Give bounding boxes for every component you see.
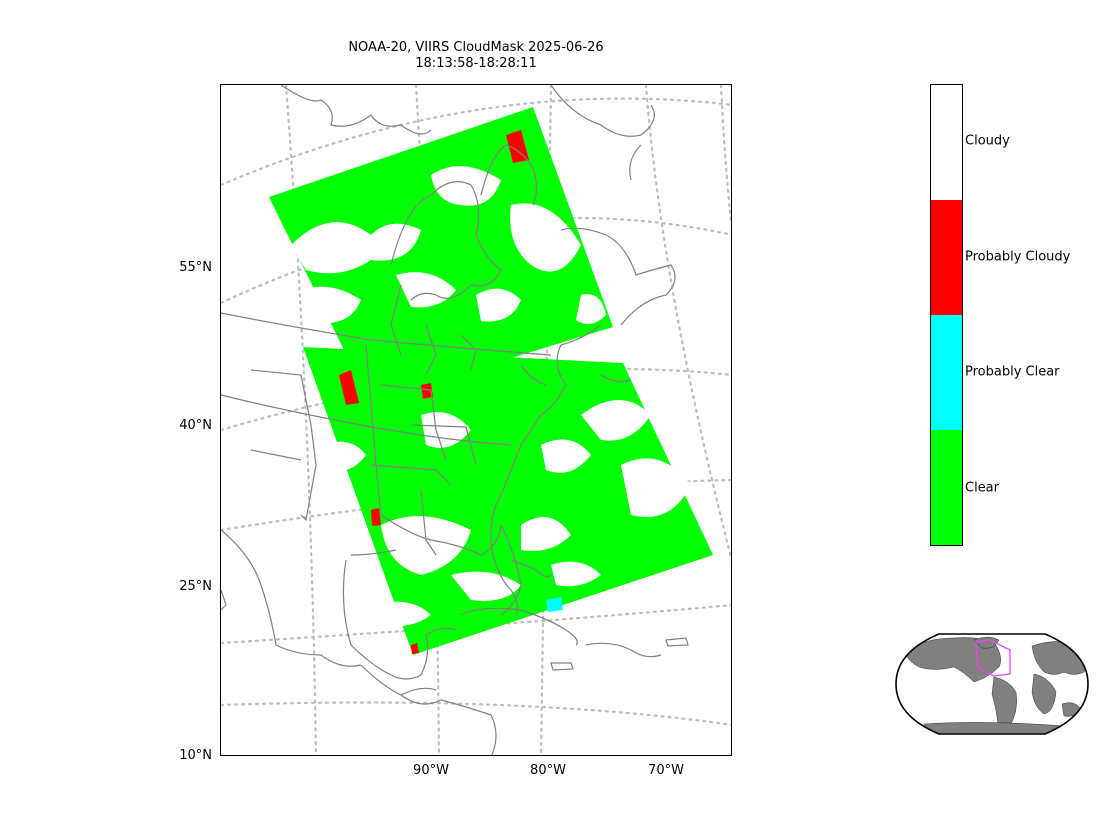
colorbar-segment-clear — [931, 430, 962, 545]
coastlines — [221, 85, 689, 755]
legend-label-cloudy: Cloudy — [965, 133, 1010, 149]
colorbar-segment-cloudy — [931, 85, 962, 200]
legend-label-probably-cloudy: Probably Cloudy — [965, 249, 1071, 265]
swath-north — [269, 107, 613, 401]
lat-label-55n: 55°N — [179, 260, 212, 275]
lon-label-80w: 80°W — [530, 763, 566, 778]
lat-label-10n: 10°N — [179, 748, 212, 763]
inset-swath-outline — [975, 639, 1011, 677]
lon-label-70w: 70°W — [648, 763, 684, 778]
title-line-1: NOAA-20, VIIRS CloudMask 2025-06-26 — [348, 40, 604, 55]
legend-label-clear: Clear — [965, 480, 999, 496]
lat-label-40n: 40°N — [179, 418, 212, 433]
cloudmask-swath — [269, 107, 713, 655]
map-canvas — [221, 85, 731, 755]
colorbar-segment-probably-clear — [931, 315, 962, 430]
colorbar-segment-probably-cloudy — [931, 200, 962, 315]
lat-label-25n: 25°N — [179, 579, 212, 594]
lon-label-90w: 90°W — [413, 763, 449, 778]
legend-label-probably-clear: Probably Clear — [965, 364, 1060, 380]
title-line-2: 18:13:58-18:28:11 — [415, 56, 537, 71]
colorbar — [930, 84, 963, 546]
inset-world-map — [895, 633, 1089, 735]
map-panel — [220, 84, 732, 756]
map-title: NOAA-20, VIIRS CloudMask 2025-06-26 18:1… — [220, 40, 732, 72]
